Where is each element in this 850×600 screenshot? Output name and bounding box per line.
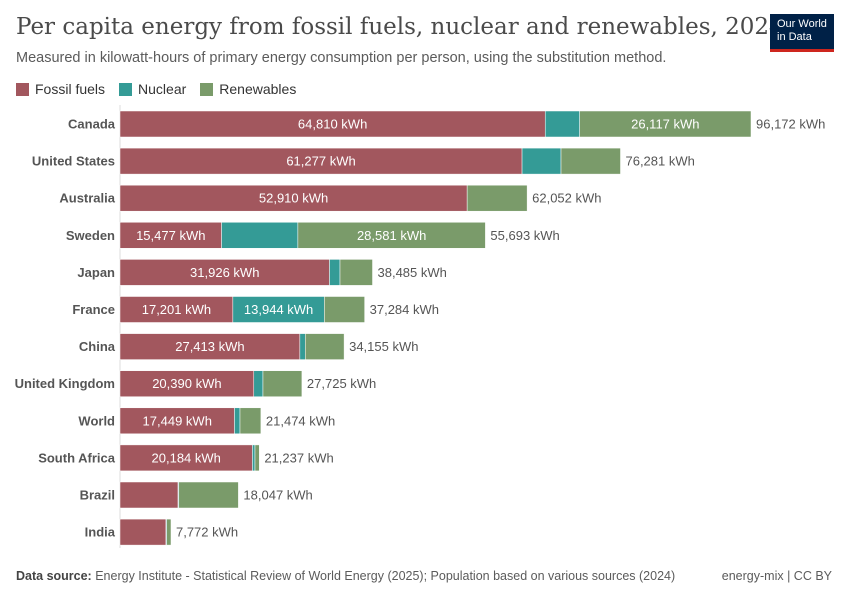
category-label: South Africa <box>38 450 116 465</box>
bar-segment-fossil-fuels[interactable] <box>119 481 179 509</box>
bar-segment-fossil-fuels[interactable] <box>119 407 235 435</box>
total-label: 18,047 kWh <box>243 488 312 503</box>
logo-line2: in Data <box>777 31 812 43</box>
segment-label: 20,184 kWh <box>152 450 221 465</box>
segment-label: 61,277 kWh <box>286 154 355 169</box>
legend-item-nuclear[interactable]: Nuclear <box>119 81 186 97</box>
legend-swatch <box>16 82 29 96</box>
legend: Fossil fuels Nuclear Renewables <box>16 81 296 97</box>
total-label: 34,155 kWh <box>349 339 418 354</box>
bar-segment-renewables[interactable] <box>579 110 752 138</box>
bar-segment-renewables[interactable] <box>305 333 345 360</box>
category-label: India <box>85 525 116 540</box>
category-label: United Kingdom <box>15 376 115 391</box>
legend-swatch <box>119 82 133 96</box>
bar-segment-renewables[interactable] <box>239 407 262 435</box>
bar-segment-nuclear[interactable] <box>329 259 341 286</box>
segment-label: 52,910 kWh <box>259 191 328 206</box>
bar-segment-fossil-fuels[interactable] <box>119 518 167 546</box>
category-label: Japan <box>77 265 115 280</box>
segment-label: 17,201 kWh <box>142 302 211 317</box>
bar-segment-renewables[interactable] <box>254 444 260 472</box>
segment-label: 15,477 kWh <box>136 228 205 243</box>
legend-item-fossil[interactable]: Fossil fuels <box>16 81 105 97</box>
total-label: 76,281 kWh <box>625 154 694 169</box>
legend-swatch <box>200 82 214 96</box>
total-label: 96,172 kWh <box>756 117 825 132</box>
bar-segment-fossil-fuels[interactable] <box>119 110 546 138</box>
bar-segment-fossil-fuels[interactable] <box>119 222 222 249</box>
bar-segment-renewables[interactable] <box>166 518 172 546</box>
bar-segment-nuclear[interactable] <box>234 407 241 435</box>
bar-segment-fossil-fuels[interactable] <box>119 259 330 286</box>
footer-license: energy-mix | CC BY <box>721 569 832 583</box>
bar-segment-nuclear[interactable] <box>253 370 264 397</box>
bar-segment-renewables[interactable] <box>466 184 528 212</box>
category-label: United States <box>32 154 115 169</box>
bar-segment-nuclear[interactable] <box>221 222 299 249</box>
category-label: Sweden <box>66 228 115 243</box>
segment-label: 28,581 kWh <box>357 228 426 243</box>
total-label: 55,693 kWh <box>490 228 559 243</box>
total-label: 38,485 kWh <box>378 265 447 280</box>
chart-subtitle: Measured in kilowatt-hours of primary en… <box>16 50 667 66</box>
segment-label: 17,449 kWh <box>143 413 212 428</box>
bar-segment-nuclear[interactable] <box>521 147 562 175</box>
bar-segment-renewables[interactable] <box>262 370 303 397</box>
segment-label: 20,390 kWh <box>152 376 221 391</box>
legend-item-renewables[interactable]: Renewables <box>200 81 296 97</box>
bar-segment-fossil-fuels[interactable] <box>119 147 523 175</box>
bar-segment-nuclear[interactable] <box>252 444 256 472</box>
category-label: France <box>72 302 115 317</box>
segment-label: 26,117 kWh <box>631 117 699 132</box>
bar-segment-fossil-fuels[interactable] <box>119 333 301 360</box>
category-label: World <box>78 413 115 428</box>
bar-segment-renewables[interactable] <box>560 147 621 175</box>
logo-line1: Our World <box>777 18 827 30</box>
total-label: 27,725 kWh <box>307 376 376 391</box>
chart-title: Per capita energy from fossil fuels, nuc… <box>16 14 784 40</box>
category-label: Canada <box>68 117 116 132</box>
category-label: Australia <box>59 191 115 206</box>
bar-segment-renewables[interactable] <box>297 222 486 249</box>
total-label: 7,772 kWh <box>176 525 238 540</box>
segment-label: 13,944 kWh <box>244 302 313 317</box>
total-label: 62,052 kWh <box>532 191 601 206</box>
bar-segment-renewables[interactable] <box>339 259 373 286</box>
total-label: 21,237 kWh <box>264 450 333 465</box>
owid-logo[interactable]: Our World in Data <box>770 14 834 52</box>
total-label: 37,284 kWh <box>370 302 439 317</box>
bar-segment-nuclear[interactable] <box>232 296 325 323</box>
bar-segment-renewables[interactable] <box>324 296 365 323</box>
segment-label: 27,413 kWh <box>175 339 244 354</box>
total-label: 21,474 kWh <box>266 413 335 428</box>
bar-segment-fossil-fuels[interactable] <box>119 444 253 472</box>
bar-segment-fossil-fuels[interactable] <box>119 370 255 397</box>
segment-label: 64,810 kWh <box>298 117 367 132</box>
bar-segment-nuclear[interactable] <box>544 110 580 138</box>
category-label: Brazil <box>80 488 115 503</box>
bar-segment-renewables[interactable] <box>178 481 239 509</box>
bar-segment-nuclear[interactable] <box>299 333 306 360</box>
category-label: China <box>79 339 116 354</box>
footer-source: Data source: Energy Institute - Statisti… <box>16 569 676 583</box>
segment-label: 31,926 kWh <box>190 265 259 280</box>
